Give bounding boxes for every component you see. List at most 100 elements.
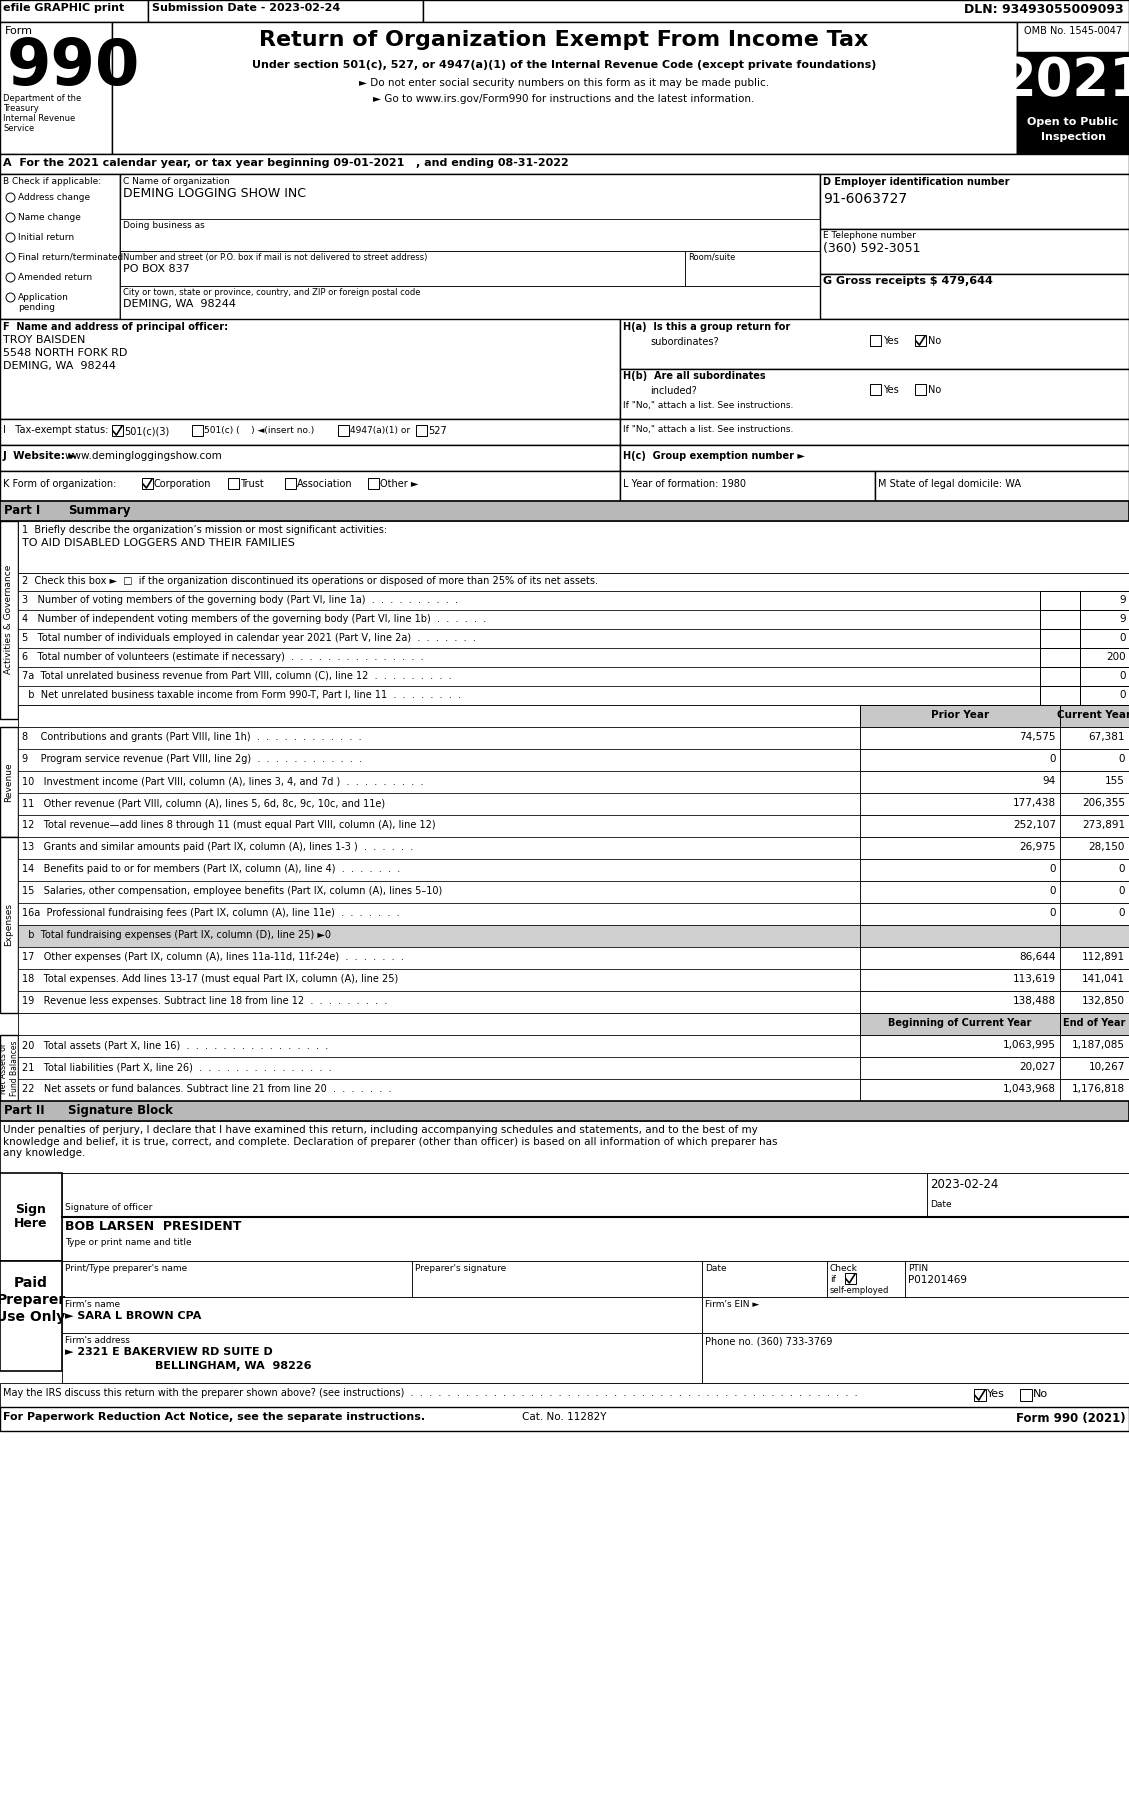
Text: Yes: Yes [883,385,899,395]
Bar [62,1217,1129,1261]
Text: 67,381: 67,381 [1088,733,1124,742]
Text: 9    Program service revenue (Part VIII, line 2g)  .  .  .  .  .  .  .  .  .  . : 9 Program service revenue (Part VIII, li… [21,755,362,764]
Bar [0,1382,1129,1408]
Text: DEMING, WA  98244: DEMING, WA 98244 [123,299,236,308]
Text: 4947(a)(1) or: 4947(a)(1) or [350,426,410,435]
Text: ► Go to www.irs.gov/Form990 for instructions and the latest information.: ► Go to www.irs.gov/Form990 for instruct… [374,94,754,103]
Bar [1060,1036,1129,1058]
Bar [18,1058,860,1079]
Bar [828,1261,905,1297]
Text: 16a  Professional fundraising fees (Part IX, column (A), line 11e)  .  .  .  .  : 16a Professional fundraising fees (Part … [21,909,400,918]
Bar [860,814,1060,836]
Circle shape [6,232,15,241]
Text: 5548 NORTH FORK RD: 5548 NORTH FORK RD [3,348,128,357]
Bar [18,814,860,836]
Text: 138,488: 138,488 [1013,996,1056,1007]
Bar [18,610,1040,629]
Text: 501(c) (    ) ◄(insert no.): 501(c) ( ) ◄(insert no.) [204,426,314,435]
Text: E Telephone number: E Telephone number [823,230,916,239]
Bar [18,727,860,749]
Text: Date: Date [930,1201,952,1208]
Bar [0,444,620,472]
Bar [0,1261,62,1371]
Bar [1060,793,1129,814]
Text: H(a)  Is this a group return for: H(a) Is this a group return for [623,323,790,332]
Bar [18,903,860,925]
Text: 0: 0 [1050,909,1056,918]
Text: Internal Revenue: Internal Revenue [3,114,76,123]
Text: 9: 9 [1119,595,1126,606]
Text: Print/Type preparer's name: Print/Type preparer's name [65,1264,187,1273]
Bar [1080,686,1129,706]
Text: No: No [1033,1390,1048,1399]
Bar [0,1101,1129,1121]
Bar [860,1058,1060,1079]
Bar [1019,1390,1032,1400]
Text: 28,150: 28,150 [1088,842,1124,853]
Text: 0: 0 [1050,885,1056,896]
Bar [18,686,1040,706]
Text: H(c)  Group exemption number ►: H(c) Group exemption number ► [623,452,805,461]
Bar [368,479,379,490]
Text: 527: 527 [428,426,447,435]
Text: D Employer identification number: D Employer identification number [823,178,1009,187]
Text: Phone no. (360) 733-3769: Phone no. (360) 733-3769 [704,1335,832,1346]
Bar [18,882,860,903]
Text: 10   Investment income (Part VIII, column (A), lines 3, 4, and 7d )  .  .  .  . : 10 Investment income (Part VIII, column … [21,776,423,785]
Bar [0,419,620,444]
Bar [18,668,1040,686]
Bar [860,706,1060,727]
Bar [120,174,820,319]
Bar [860,1079,1060,1101]
Text: City or town, state or province, country, and ZIP or foreign postal code: City or town, state or province, country… [123,288,420,297]
Text: M State of legal domicile: WA: M State of legal domicile: WA [878,479,1021,490]
Bar [860,947,1060,969]
Text: 86,644: 86,644 [1019,952,1056,961]
Bar [1060,860,1129,882]
Text: 0: 0 [1119,863,1124,874]
Text: 22   Net assets or fund balances. Subtract line 21 from line 20  .  .  .  .  .  : 22 Net assets or fund balances. Subtract… [21,1085,392,1094]
Text: Department of the: Department of the [3,94,81,103]
Text: Other ►: Other ► [380,479,419,490]
Bar [112,424,123,435]
Bar [702,1261,828,1297]
Bar [685,250,820,287]
Text: 4   Number of independent voting members of the governing body (Part VI, line 1b: 4 Number of independent voting members o… [21,613,487,624]
Text: Doing business as: Doing business as [123,221,204,230]
Bar [1060,947,1129,969]
Text: Revenue: Revenue [5,762,14,802]
Bar [860,990,1060,1012]
Text: Submission Date - 2023-02-24: Submission Date - 2023-02-24 [152,4,340,13]
Bar [415,424,427,435]
Bar [860,836,1060,860]
Text: P01201469: P01201469 [908,1275,968,1284]
Text: Current Year: Current Year [1058,709,1129,720]
Text: If "No," attach a list. See instructions.: If "No," attach a list. See instructions… [623,424,794,434]
Bar [0,174,120,319]
Text: Beginning of Current Year: Beginning of Current Year [889,1018,1032,1029]
Text: Date: Date [704,1264,727,1273]
Text: Summary: Summary [68,504,131,517]
Text: 12   Total revenue—add lines 8 through 11 (must equal Part VIII, column (A), lin: 12 Total revenue—add lines 8 through 11 … [21,820,436,831]
Text: DEMING LOGGING SHOW INC: DEMING LOGGING SHOW INC [123,187,306,200]
Bar [338,424,349,435]
Bar [844,1273,856,1284]
Text: Sign: Sign [16,1203,46,1215]
Text: PO BOX 837: PO BOX 837 [123,265,190,274]
Bar [18,591,1040,610]
Bar [1080,668,1129,686]
Text: Under section 501(c), 527, or 4947(a)(1) of the Internal Revenue Code (except pr: Under section 501(c), 527, or 4947(a)(1)… [252,60,876,71]
Text: 1,043,968: 1,043,968 [1003,1085,1056,1094]
Text: Activities & Governance: Activities & Governance [5,564,14,673]
Text: 0: 0 [1119,755,1124,764]
Text: Expenses: Expenses [5,903,14,947]
Bar [0,501,1129,521]
Bar [914,385,926,395]
Text: b  Net unrelated business taxable income from Form 990-T, Part I, line 11  .  . : b Net unrelated business taxable income … [21,689,461,700]
Bar [18,629,1040,648]
Text: 19   Revenue less expenses. Subtract line 18 from line 12  .  .  .  .  .  .  .  : 19 Revenue less expenses. Subtract line … [21,996,387,1007]
Bar [18,1012,1129,1036]
Bar [1060,903,1129,925]
Bar [0,319,620,419]
Bar [1040,591,1080,610]
